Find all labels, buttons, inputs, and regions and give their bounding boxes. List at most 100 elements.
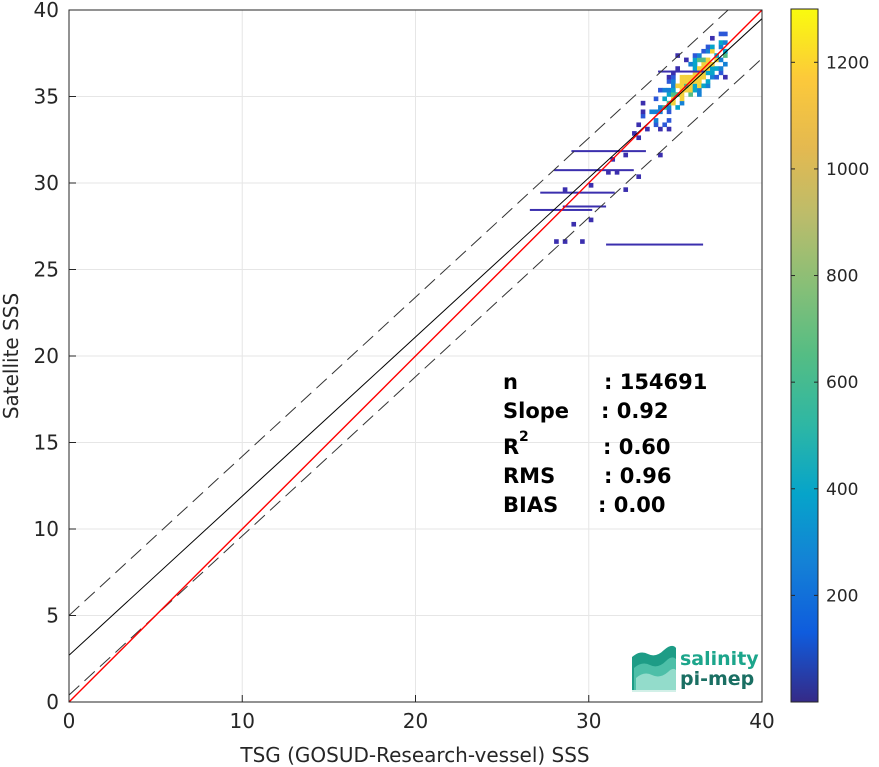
density-cell (701, 74, 706, 80)
density-cell (666, 118, 672, 123)
density-cell (692, 87, 698, 93)
density-cell (562, 205, 607, 208)
density-cell (710, 66, 715, 71)
x-tick-label: 40 (749, 709, 774, 733)
density-cell (710, 44, 715, 50)
density-cell (679, 74, 685, 80)
density-cell (679, 79, 685, 84)
density-cell (666, 105, 672, 110)
density-cell (658, 87, 663, 93)
density-cell (653, 122, 659, 128)
density-cell (640, 100, 646, 106)
density-cell (697, 92, 702, 97)
density-cell (718, 70, 724, 76)
density-cell (705, 44, 711, 50)
density-cell (710, 70, 715, 76)
density-cell (636, 122, 642, 128)
stat-bias-value: : 0.00 (598, 493, 666, 517)
lower-bound-line (69, 58, 762, 696)
density-cell (562, 239, 568, 244)
density-cell (697, 74, 702, 80)
density-cell (705, 70, 711, 76)
logo-line1: salinity (680, 648, 759, 670)
density-cell (705, 57, 711, 63)
density-cell (697, 57, 702, 63)
y-tick-label: 40 (34, 0, 59, 22)
density-cell (675, 66, 681, 71)
density-cell (688, 92, 693, 97)
density-cell (701, 61, 706, 67)
density-cell (653, 118, 659, 123)
identity-line (69, 10, 762, 702)
density-cell (684, 74, 689, 80)
density-cell (701, 57, 706, 63)
density-cell (662, 87, 668, 93)
density-cell (705, 48, 711, 54)
density-cell (671, 83, 676, 89)
density-cell (666, 74, 672, 80)
density-cell (636, 135, 642, 141)
density-cell (653, 109, 659, 115)
y-tick-label: 0 (46, 690, 59, 714)
colorbar-tick-label: 1200 (826, 53, 869, 73)
y-axis-label: Satellite SSS (0, 293, 23, 419)
density-cell (718, 66, 724, 71)
density-cell (662, 122, 668, 128)
density-cell (666, 109, 672, 115)
density-cell (697, 66, 702, 71)
colorbar-tick-label: 800 (826, 267, 858, 287)
density-cell (718, 57, 724, 63)
density-cell (705, 83, 711, 89)
density-cell (723, 53, 728, 58)
density-cell (658, 126, 663, 132)
y-tick-label: 30 (34, 171, 59, 195)
density-cell (671, 92, 676, 97)
density-cell (723, 40, 728, 45)
density-cell (697, 53, 702, 58)
density-cell (675, 83, 681, 89)
density-cell (671, 70, 676, 76)
colorbar-tick-label: 200 (826, 586, 858, 606)
stat-r2-label: R (503, 435, 519, 459)
density-cell (666, 87, 672, 93)
density-cell (554, 239, 559, 244)
y-tick-label: 25 (34, 258, 59, 282)
y-tick-label: 35 (34, 85, 59, 109)
density-cell (718, 40, 724, 45)
density-cell (705, 79, 711, 84)
density-cell (701, 83, 706, 89)
density-cell (675, 53, 681, 58)
density-cell (679, 83, 685, 89)
density-cell (666, 79, 672, 84)
density-cell (671, 87, 676, 93)
density-cell (658, 152, 663, 158)
density-cell (723, 61, 728, 67)
y-axis-ticks: 0 5 10 15 20 25 30 35 40 (34, 0, 76, 714)
density-cell (658, 70, 705, 73)
density-cell (684, 87, 689, 93)
density-cell (554, 169, 634, 172)
colorbar (790, 8, 819, 703)
density-cell (692, 83, 698, 89)
logo-line2: pi-mep (680, 668, 754, 690)
density-cell (662, 96, 668, 102)
density-cell (718, 44, 724, 50)
density-cell (540, 191, 615, 194)
stat-n-label: n (503, 370, 518, 394)
density-cell (723, 48, 728, 54)
density-cell (697, 83, 702, 89)
density-cell (588, 183, 594, 188)
stat-slope-value: : 0.92 (601, 399, 669, 423)
density-cell (562, 187, 568, 192)
density-cell (710, 74, 715, 80)
density-cell (710, 35, 715, 41)
density-cell (692, 79, 698, 84)
stat-slope-label: Slope (503, 399, 569, 423)
density-cell (723, 31, 728, 37)
density-cell (718, 31, 724, 37)
y-tick-label: 10 (34, 517, 59, 541)
density-cell (684, 79, 689, 84)
density-cell (675, 105, 681, 110)
density-cell (645, 126, 650, 132)
